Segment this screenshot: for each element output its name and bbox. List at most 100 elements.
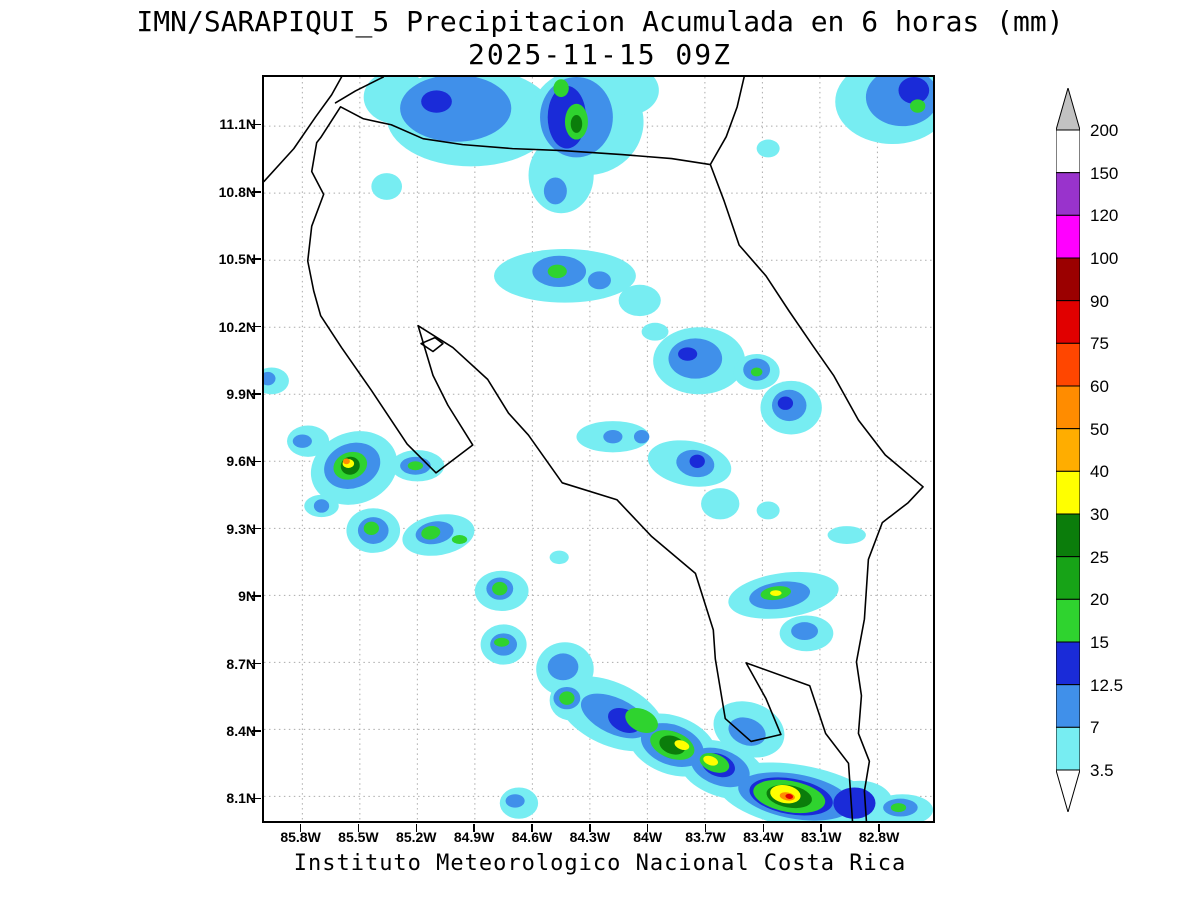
tick-mark — [589, 824, 591, 832]
colorbar-segment — [1056, 172, 1080, 216]
tick-mark — [252, 258, 261, 260]
lat-tick-label: 8.7N — [226, 655, 256, 672]
precip-cell — [505, 794, 525, 808]
precip-cell — [703, 755, 719, 766]
lon-tick-label: 84.3W — [569, 829, 611, 845]
footer-text: Instituto Meteorologico Nacional Costa R… — [293, 851, 907, 876]
chart-title: IMN/SARAPIQUI_5 Precipitacion Acumulada … — [136, 5, 1064, 38]
colorbar-segment — [1056, 684, 1080, 728]
precip-cell — [678, 347, 698, 361]
colorbar-label: 90 — [1090, 291, 1109, 311]
colorbar-segment — [1056, 470, 1080, 515]
colorbar — [1056, 88, 1080, 812]
lat-tick-label: 8.4N — [226, 722, 256, 739]
colorbar-segment — [1056, 513, 1080, 558]
lon-tick-label: 84.9W — [453, 829, 495, 845]
colorbar-label: 20 — [1090, 590, 1109, 610]
precip-cell — [342, 458, 350, 465]
precip-cell — [451, 535, 468, 544]
precip-cell — [785, 793, 794, 799]
colorbar-label: 120 — [1090, 206, 1119, 226]
tick-mark — [252, 527, 261, 530]
lon-tick-label: 84.6W — [511, 829, 553, 845]
precip-cell — [407, 461, 424, 471]
colorbar-label: 30 — [1090, 505, 1109, 524]
coastline — [334, 77, 385, 104]
tick-mark — [357, 824, 360, 832]
colorbar-label: 75 — [1090, 334, 1109, 354]
map-area — [262, 75, 935, 823]
precip-cell — [492, 581, 508, 596]
colorbar-label: 25 — [1090, 547, 1109, 567]
tick-mark — [252, 191, 261, 193]
precip-cell — [777, 396, 794, 410]
colorbar-label: 40 — [1090, 462, 1109, 482]
lat-tick-label: 10.8N — [218, 183, 256, 200]
precip-cell — [400, 77, 512, 142]
lat-tick-label: 8.1N — [226, 790, 256, 807]
precip-cell — [756, 501, 780, 520]
tick-mark — [531, 824, 533, 832]
colorbar-segment — [1056, 726, 1080, 771]
tick-mark — [252, 730, 261, 732]
precip-cell — [633, 430, 650, 444]
lat-tick-label: 10.5N — [218, 251, 256, 268]
tick-mark — [252, 460, 261, 463]
lon-tick-label: 84W — [633, 829, 663, 845]
precip-cell — [909, 99, 926, 113]
colorbar-segment — [1056, 257, 1080, 302]
precip-cell — [264, 371, 276, 386]
precip-cell — [313, 499, 330, 513]
precip-cell — [756, 139, 780, 158]
lat-tick-label: 9.6N — [226, 453, 256, 470]
coastline — [709, 77, 745, 166]
precip-cell — [559, 691, 575, 705]
colorbar-segment — [1056, 556, 1080, 600]
precip-cell — [827, 526, 866, 544]
precip-cell — [371, 173, 403, 200]
tick-mark — [415, 824, 418, 832]
precip-cell — [618, 284, 661, 317]
coastline — [306, 106, 924, 821]
tick-mark — [252, 595, 261, 597]
tick-mark — [646, 824, 649, 832]
tick-mark — [252, 325, 261, 328]
lat-tick-label: 9.3N — [226, 520, 256, 537]
colorbar-segment — [1056, 385, 1080, 430]
tick-mark — [252, 393, 261, 395]
colorbar-label: 3.5 — [1090, 761, 1114, 780]
colorbar-label: 7 — [1090, 718, 1100, 738]
colorbar-label: 50 — [1090, 419, 1109, 439]
tick-mark — [252, 662, 261, 665]
precip-cell — [547, 653, 579, 681]
colorbar-segment — [1056, 300, 1080, 344]
colorbar-segment — [1056, 428, 1080, 472]
coastline — [420, 336, 444, 353]
precip-cell — [421, 90, 452, 113]
colorbar-label: 15 — [1090, 633, 1109, 652]
lon-tick-label: 82.8W — [858, 829, 900, 845]
tick-mark — [820, 824, 822, 832]
colorbar-bottom-triangle — [1056, 769, 1080, 812]
colorbar-label: 100 — [1090, 249, 1119, 268]
tick-mark — [878, 824, 880, 832]
lon-tick-label: 85.5W — [338, 829, 379, 845]
precip-cell — [890, 803, 907, 813]
precip-cell — [701, 488, 740, 520]
tick-mark — [252, 123, 261, 126]
precip-cell — [668, 338, 723, 379]
tick-mark — [704, 824, 707, 832]
precip-cell — [547, 264, 567, 279]
lon-tick-label: 83.7W — [685, 829, 726, 845]
precip-cell — [625, 707, 658, 733]
colorbar-label: 12.5 — [1090, 675, 1124, 695]
lon-tick-label: 85.2W — [396, 829, 437, 845]
precip-cell — [570, 114, 583, 133]
precip-cell — [363, 521, 380, 536]
precip-cell — [728, 717, 766, 746]
precip-cell — [641, 322, 669, 341]
lat-tick-label: 10.2N — [218, 318, 256, 335]
precip-cell — [898, 77, 930, 104]
coastline — [264, 77, 343, 183]
precip-cell — [597, 77, 659, 115]
